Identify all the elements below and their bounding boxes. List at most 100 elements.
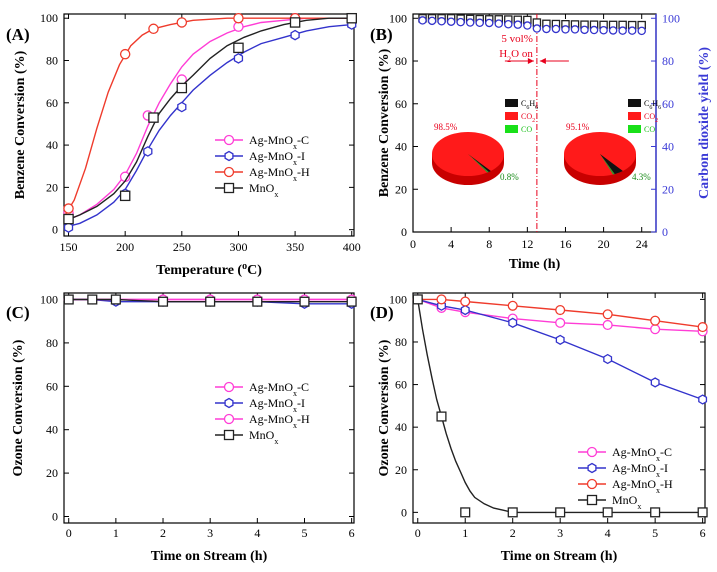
- y-right-tick-label: 80: [662, 54, 674, 68]
- legend-label: MnOx: [249, 428, 278, 446]
- legend-marker: [587, 462, 597, 474]
- legend-marker: [224, 397, 234, 409]
- y-right-tick-label: 0: [662, 225, 668, 239]
- x-tick-label: 150: [60, 240, 78, 254]
- x-tick-label: 24: [636, 237, 648, 251]
- data-point: [599, 25, 608, 35]
- data-point: [504, 20, 513, 29]
- panel-label: (A): [6, 25, 30, 44]
- legend-label: Ag-MnOx-C: [249, 133, 309, 151]
- pie-label: 95.1%: [566, 122, 590, 132]
- y-tick-label: 60: [46, 379, 58, 393]
- legend-marker: [586, 446, 598, 458]
- data-point: [63, 294, 74, 305]
- y-tick-label: 0: [52, 223, 58, 237]
- data-point: [484, 18, 494, 28]
- data-point: [542, 24, 551, 34]
- y-tick-label: 100: [389, 11, 407, 25]
- data-point: [555, 334, 565, 346]
- pie-legend-label: CO: [521, 125, 532, 134]
- x-tick-label: 4: [448, 237, 454, 251]
- data-point: [650, 315, 661, 326]
- legend-label: Ag-MnOx-H: [249, 165, 310, 183]
- x-tick-label: 300: [229, 240, 247, 254]
- pie-legend-swatch: [628, 99, 641, 107]
- y-right-axis-label: Carbon dioxide yield (%): [697, 47, 712, 199]
- data-point: [523, 21, 532, 30]
- data-point: [697, 507, 708, 518]
- legend-label: MnOx: [249, 181, 278, 199]
- panel-label: (B): [370, 25, 393, 44]
- data-point: [456, 17, 465, 27]
- data-point: [176, 17, 188, 28]
- arrow-head: [527, 58, 534, 64]
- legend-label: Ag-MnOx-H: [249, 412, 310, 430]
- x-axis-label: Time (h): [509, 257, 561, 272]
- y-tick-label: 40: [395, 420, 407, 434]
- legend-marker: [223, 381, 235, 393]
- data-point: [698, 394, 708, 405]
- legend-label: Ag-MnOx-I: [249, 149, 305, 167]
- legend-label: Ag-MnOx-I: [612, 461, 668, 479]
- x-tick-label: 16: [559, 237, 571, 251]
- annotation-text: H2O on: [499, 48, 533, 64]
- y-axis-label: Benzene Conversion (%): [13, 50, 28, 199]
- legend-marker: [223, 134, 235, 146]
- data-point: [555, 304, 566, 316]
- data-point: [513, 20, 523, 29]
- legend-marker: [223, 429, 235, 441]
- pie-label: 98.5%: [434, 122, 458, 132]
- data-point: [233, 12, 244, 24]
- data-point: [436, 411, 447, 422]
- data-point: [650, 377, 660, 388]
- data-point: [460, 507, 471, 518]
- pie-legend-label: C6H6: [644, 99, 661, 111]
- legend-marker: [224, 150, 234, 162]
- data-point: [697, 322, 708, 333]
- data-point: [475, 18, 484, 28]
- data-point: [119, 48, 131, 60]
- x-tick-label: 5: [652, 526, 658, 540]
- y-tick-label: 40: [46, 423, 58, 437]
- y-right-tick-label: 60: [662, 97, 674, 111]
- y-tick-label: 100: [40, 11, 58, 25]
- arrow-head: [539, 58, 546, 64]
- legend-label: MnOx: [612, 493, 641, 511]
- series-line: [63, 23, 352, 229]
- pie-legend-swatch: [628, 112, 641, 120]
- data-point: [589, 25, 599, 35]
- pie-legend-label: CO: [644, 125, 655, 134]
- data-point: [233, 42, 244, 54]
- data-point: [650, 507, 661, 518]
- y-axis-label: Ozone Conversion (%): [11, 339, 26, 476]
- data-point: [602, 507, 613, 518]
- pie-label: 0.8%: [500, 172, 519, 182]
- x-tick-label: 0: [415, 526, 421, 540]
- data-point: [602, 319, 613, 330]
- data-point: [290, 29, 300, 41]
- data-point: [532, 24, 542, 33]
- data-point: [570, 25, 580, 34]
- y-tick-label: 60: [395, 378, 407, 392]
- data-point: [63, 213, 74, 225]
- x-tick-label: 6: [700, 526, 706, 540]
- y-tick-label: 0: [401, 225, 407, 239]
- pie-slice-c6h6: [600, 154, 623, 175]
- x-tick-label: 1: [462, 526, 468, 540]
- annotation-text: 5 vol%: [501, 33, 532, 45]
- data-point: [63, 222, 74, 233]
- legend-label: Ag-MnOx-C: [612, 445, 672, 463]
- data-point: [148, 23, 159, 35]
- x-tick-label: 4: [254, 526, 260, 540]
- data-point: [580, 25, 589, 35]
- y-right-tick-label: 20: [662, 182, 674, 196]
- x-tick-label: 8: [486, 237, 492, 251]
- data-point: [555, 507, 566, 518]
- x-tick-label: 400: [343, 240, 361, 254]
- data-point: [437, 17, 446, 26]
- data-point: [494, 19, 504, 28]
- data-point: [602, 309, 613, 320]
- data-point: [346, 296, 357, 307]
